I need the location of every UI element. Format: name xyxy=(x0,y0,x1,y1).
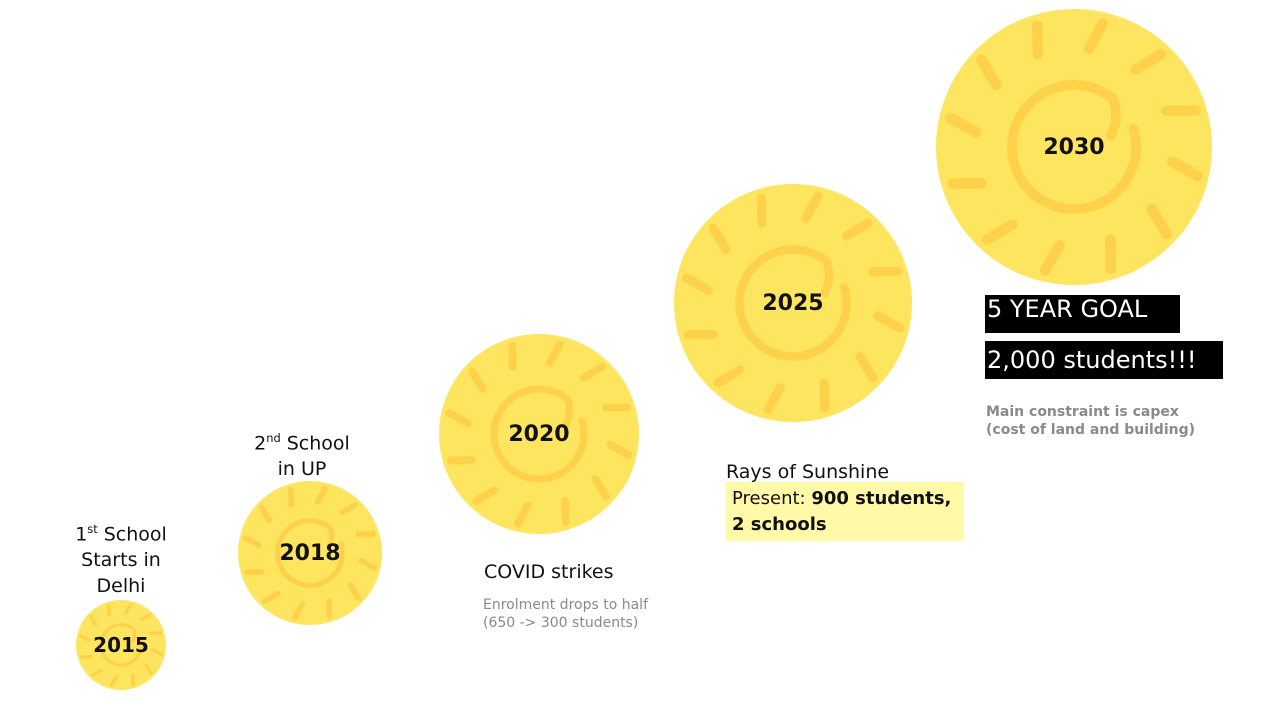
sun-2025: 2025 xyxy=(674,184,912,422)
sun-graphic xyxy=(439,334,639,534)
sun-ray xyxy=(314,485,328,505)
sun-ray xyxy=(976,54,1002,91)
sun-ray xyxy=(713,365,745,388)
sun-spiral xyxy=(99,623,143,667)
sun-ray xyxy=(445,409,472,428)
sun-ray xyxy=(109,675,118,688)
present-status-box: Present: 900 students, 2 schools xyxy=(726,482,964,541)
sun-ray xyxy=(580,363,606,382)
sun-disc xyxy=(76,600,166,690)
milestone-2025-title: Rays of Sunshine xyxy=(726,461,890,483)
sun-ray xyxy=(708,223,731,255)
sun-ray xyxy=(339,501,359,516)
sun-ray xyxy=(873,311,905,333)
sun-spiral xyxy=(275,518,345,588)
present-schools: 2 schools xyxy=(732,514,827,535)
present-students: 900 students, xyxy=(811,488,952,509)
sun-ray xyxy=(1146,203,1172,240)
milestone-2020-title: COVID strikes xyxy=(484,561,614,583)
sun-2015: 2015 xyxy=(76,600,166,690)
sun-ray xyxy=(591,475,610,501)
sun-disc xyxy=(439,334,639,534)
sun-ray xyxy=(545,340,564,367)
sun-ray xyxy=(78,633,91,642)
sun-ray xyxy=(1039,239,1065,276)
sun-ray xyxy=(1083,18,1109,55)
sun-spiral xyxy=(1007,80,1141,214)
sun-ray xyxy=(468,367,487,393)
sun-ray xyxy=(292,601,306,621)
year-label: 2018 xyxy=(279,540,341,566)
sun-ray xyxy=(681,273,713,295)
sun-ray xyxy=(144,663,153,676)
goal-value: 2,000 students!!! xyxy=(985,341,1223,379)
sun-ray xyxy=(139,613,152,622)
sun-ray xyxy=(841,218,873,241)
sun-2020: 2020 xyxy=(439,334,639,534)
sun-ray xyxy=(855,351,878,383)
sun-ray xyxy=(358,557,378,571)
sun-ray xyxy=(1166,156,1203,182)
sun-ray xyxy=(1130,49,1167,75)
sun-ray xyxy=(945,112,982,138)
sun-disc xyxy=(674,184,912,422)
year-label: 2015 xyxy=(93,633,149,657)
sun-ray xyxy=(514,501,533,528)
milestone-2020-note: Enrolment drops to half (650 -> 300 stud… xyxy=(483,597,648,631)
sun-2018: 2018 xyxy=(238,481,382,625)
goal-constraint-note: Main constraint is capex (cost of land a… xyxy=(986,404,1196,438)
sun-graphic xyxy=(76,600,166,690)
sun-2030: 2030 xyxy=(936,9,1212,285)
sun-ray xyxy=(472,486,498,505)
year-label: 2025 xyxy=(762,290,824,316)
sun-ray xyxy=(606,440,633,459)
milestone-2015-title: 1st School Starts in Delhi xyxy=(75,522,167,598)
goal-title: 5 YEAR GOAL xyxy=(985,295,1180,333)
sun-ray xyxy=(347,582,362,602)
sun-graphic xyxy=(238,481,382,625)
sun-spiral xyxy=(735,245,851,361)
sun-ray xyxy=(151,648,164,657)
sun-disc xyxy=(936,9,1212,285)
present-prefix: Present: xyxy=(732,488,812,509)
year-label: 2020 xyxy=(508,421,570,447)
year-label: 2030 xyxy=(1043,134,1105,160)
sun-ray xyxy=(90,668,103,677)
sun-disc xyxy=(238,481,382,625)
milestone-2018-title: 2nd School in UP xyxy=(254,431,350,481)
sun-ray xyxy=(242,535,262,549)
sun-spiral xyxy=(490,385,588,483)
sun-graphic xyxy=(674,184,912,422)
sun-ray xyxy=(124,602,133,615)
sun-ray xyxy=(801,191,823,223)
sun-ray xyxy=(981,219,1018,245)
sun-ray xyxy=(258,504,273,524)
sun-ray xyxy=(261,590,281,605)
sun-ray xyxy=(89,614,98,627)
sun-graphic xyxy=(936,9,1212,285)
sun-ray xyxy=(763,383,785,415)
